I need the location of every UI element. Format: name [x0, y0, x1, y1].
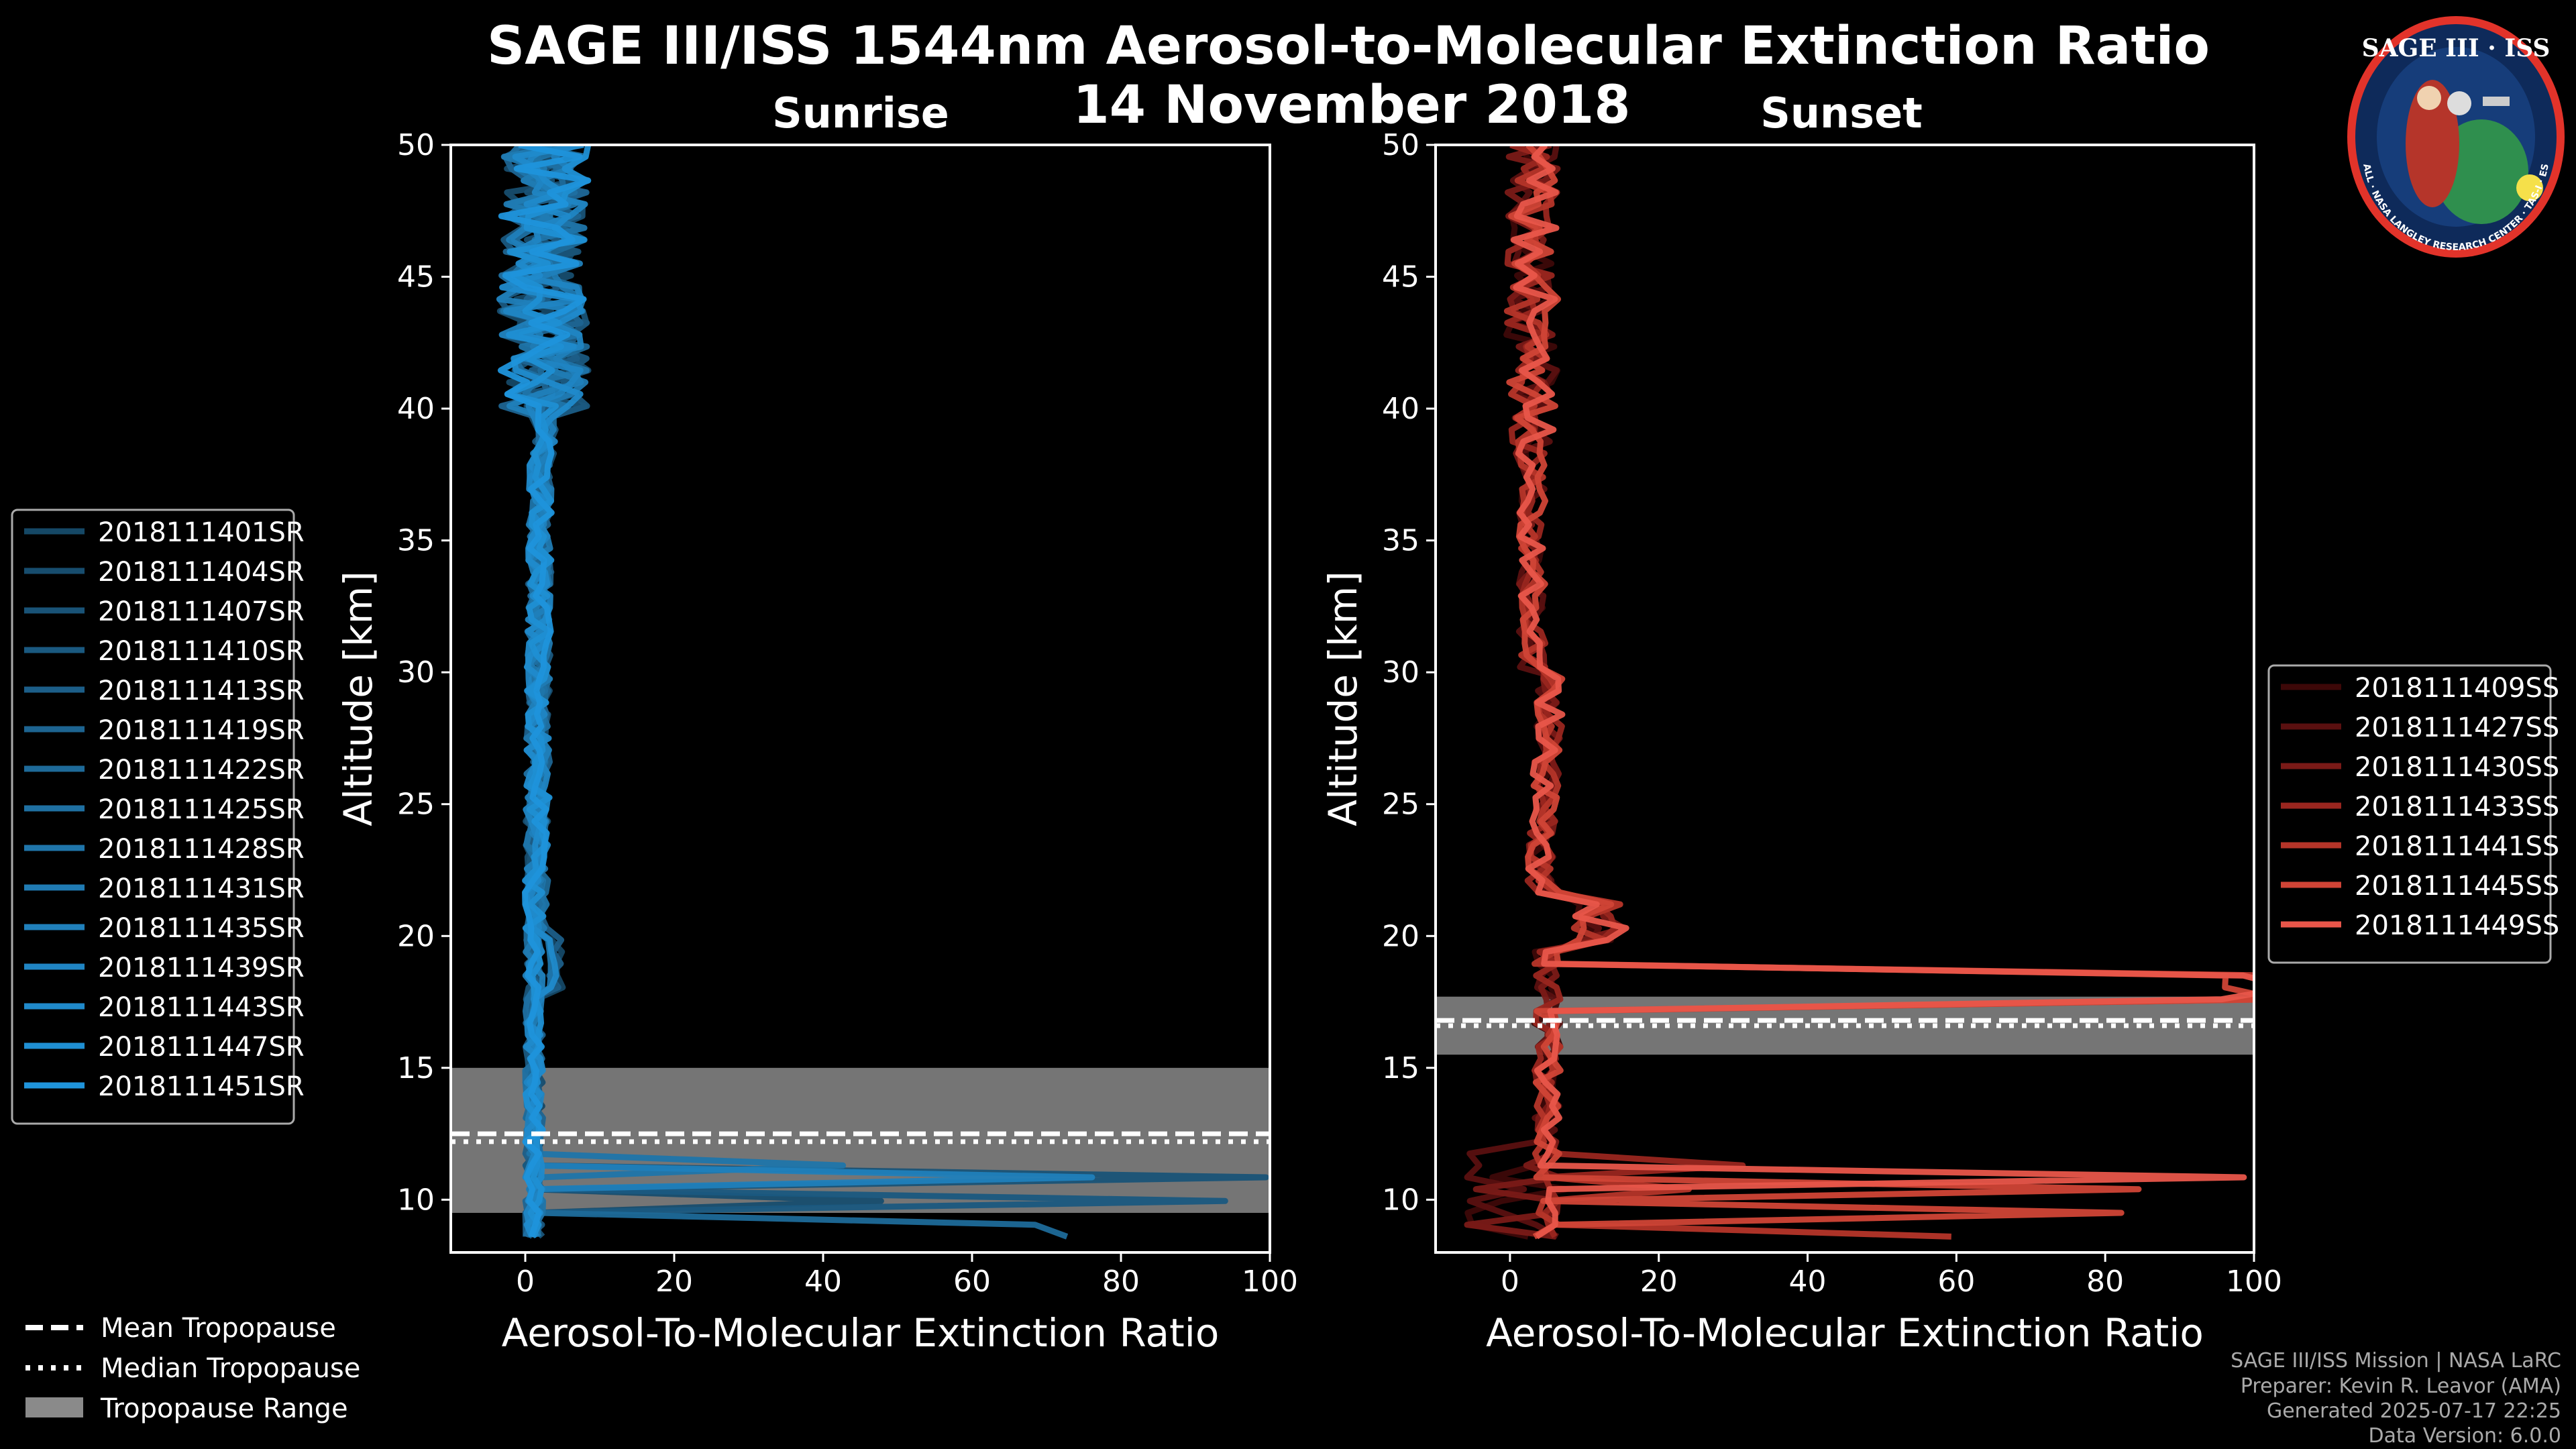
panel-title: Sunrise — [772, 89, 949, 138]
plot-area — [451, 145, 1270, 1240]
sunrise-chart: 0 20 40 60 80 100 10 15 20 25 30 35 40 45 50 Aerosol-To… — [335, 89, 1298, 1356]
y-tick-label: 45 — [1382, 260, 1419, 294]
sage-logo: SAGE III · ISS BALL · NASA LANGLEY RESEA… — [2347, 16, 2565, 258]
y-tick-label: 35 — [397, 524, 435, 558]
x-tick-label: 40 — [1789, 1265, 1827, 1299]
tropopause-legend: Mean Tropopause Median Tropopause Tropopau… — [25, 1313, 360, 1424]
sunrise-legend: 2018111401SR 2018111404SR 2018111407SR 2018… — [11, 508, 305, 1125]
y-tick-label: 50 — [1382, 128, 1419, 162]
profile-2018111449SS — [1510, 145, 2254, 1240]
y-tick-label: 40 — [1382, 392, 1419, 426]
legend-label: 2018111427SS — [2355, 712, 2559, 743]
legend-label: 2018111449SS — [2355, 910, 2559, 941]
tropopause-range-swatch — [25, 1397, 83, 1417]
moon-icon — [2447, 91, 2471, 115]
axes-frame — [449, 144, 1271, 1254]
figure-title: SAGE III/ISS 1544nm Aerosol-to-Molecular… — [487, 16, 2210, 76]
y-tick-label: 10 — [397, 1183, 435, 1217]
tropopause-legend-label: Median Tropopause — [101, 1353, 360, 1384]
legend-label: 2018111441SS — [2355, 831, 2559, 862]
legend-label: 2018111409SS — [2355, 673, 2559, 704]
legend-frame — [11, 508, 295, 1125]
x-tick-label: 100 — [1242, 1265, 1298, 1299]
tropopause-legend-label: Tropopause Range — [100, 1393, 348, 1424]
y-tick-label: 30 — [1382, 655, 1419, 690]
sun-icon — [2516, 174, 2543, 201]
iss-icon — [2483, 97, 2510, 106]
legend-label: 2018111435SR — [98, 913, 305, 944]
legend-label: 2018111428SR — [98, 834, 305, 865]
y-tick-label: 25 — [1382, 788, 1419, 822]
x-tick-label: 40 — [804, 1265, 842, 1299]
footer-preparer: Preparer: Kevin R. Leavor (AMA) — [2241, 1375, 2561, 1398]
legend-label: 2018111431SR — [98, 873, 305, 904]
legend-label: 2018111445SS — [2355, 871, 2559, 902]
y-tick-label: 30 — [397, 655, 435, 690]
footer-version: Data Version: 6.0.0 — [2369, 1424, 2561, 1448]
y-tick-label: 40 — [397, 392, 435, 426]
legend-label: 2018111419SR — [98, 715, 305, 746]
axes-frame — [1434, 144, 2255, 1254]
x-axis-label: Aerosol-To-Molecular Extinction Ratio — [1486, 1310, 2204, 1356]
legend-label: 2018111439SR — [98, 953, 305, 983]
plot-area — [1436, 145, 2254, 1240]
x-tick-label: 0 — [1501, 1265, 1519, 1299]
legend-label: 2018111451SR — [98, 1071, 305, 1102]
x-axis-label: Aerosol-To-Molecular Extinction Ratio — [502, 1310, 1220, 1356]
x-tick-label: 20 — [1640, 1265, 1678, 1299]
y-axis-label: Altitude [km] — [335, 571, 381, 826]
legend-label: 2018111425SR — [98, 794, 305, 825]
profile-2018111441SS — [1503, 145, 2254, 1240]
footer-mission: SAGE III/ISS Mission | NASA LaRC — [2231, 1349, 2561, 1373]
x-tick-label: 80 — [1102, 1265, 1140, 1299]
x-tick-label: 0 — [516, 1265, 535, 1299]
logo-title: SAGE III · ISS — [2362, 34, 2551, 62]
legend-label: 2018111430SS — [2355, 752, 2559, 783]
legend-label: 2018111404SR — [98, 557, 305, 588]
legend-label: 2018111433SS — [2355, 792, 2559, 822]
y-tick-label: 20 — [1382, 919, 1419, 953]
legend-frame — [2267, 664, 2552, 964]
x-tick-label: 60 — [953, 1265, 991, 1299]
y-tick-label: 25 — [397, 788, 435, 822]
sunset-legend: 2018111409SS 2018111427SS 2018111430SS 2018… — [2267, 664, 2559, 964]
y-tick-label: 35 — [1382, 524, 1419, 558]
footer-generated: Generated 2025-07-17 22:25 — [2267, 1399, 2561, 1423]
y-tick-label: 15 — [1382, 1051, 1419, 1085]
y-axis-label: Altitude [km] — [1320, 571, 1366, 826]
x-tick-label: 100 — [2226, 1265, 2282, 1299]
footer: SAGE III/ISS Mission | NASA LaRC Prepare… — [2231, 1349, 2561, 1448]
y-tick-label: 20 — [397, 919, 435, 953]
y-tick-label: 15 — [397, 1051, 435, 1085]
legend-label: 2018111422SR — [98, 755, 305, 786]
y-tick-label: 45 — [397, 260, 435, 294]
legend-label: 2018111447SR — [98, 1032, 305, 1063]
x-tick-label: 20 — [655, 1265, 693, 1299]
panel-title: Sunset — [1760, 89, 1923, 138]
legend-label: 2018111410SR — [98, 636, 305, 667]
profile-2018111445SS — [1506, 145, 2254, 1240]
sage-figure-icon — [2406, 80, 2459, 207]
x-tick-label: 80 — [2086, 1265, 2124, 1299]
tropopause-legend-label: Mean Tropopause — [101, 1313, 336, 1344]
y-tick-label: 50 — [397, 128, 435, 162]
figure-date: 14 November 2018 — [1073, 75, 1630, 136]
legend-label: 2018111407SR — [98, 596, 305, 627]
legend-label: 2018111401SR — [98, 517, 305, 548]
legend-label: 2018111413SR — [98, 676, 305, 706]
y-tick-label: 10 — [1382, 1183, 1419, 1217]
sunset-chart: 0 20 40 60 80 100 10 15 20 25 30 35 40 45 50 Aerosol-To… — [1320, 89, 2282, 1356]
profile-2018111451SR — [497, 145, 592, 1238]
x-tick-label: 60 — [1937, 1265, 1975, 1299]
legend-label: 2018111443SR — [98, 992, 305, 1023]
